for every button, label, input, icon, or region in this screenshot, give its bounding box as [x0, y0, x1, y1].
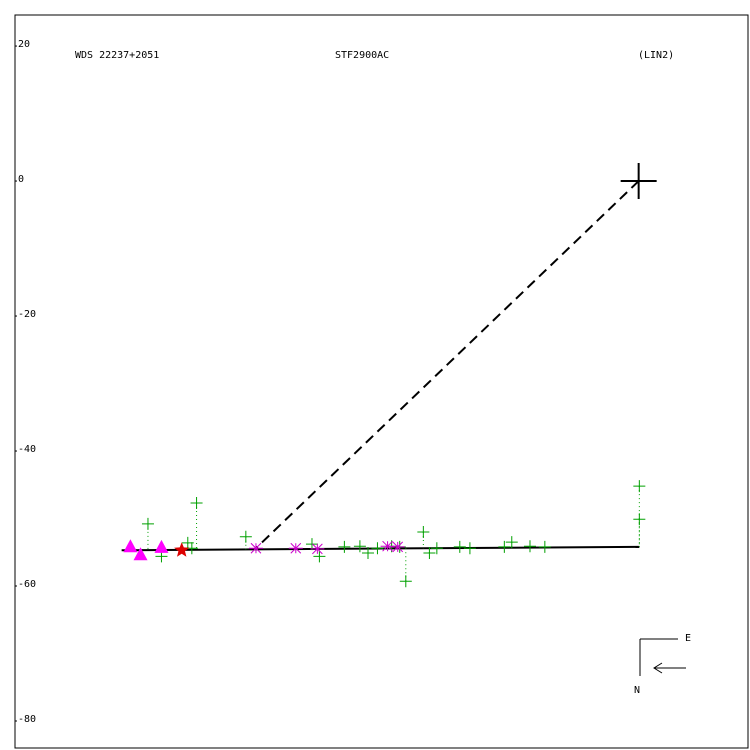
plus-marker — [498, 540, 511, 553]
fit-label: (LIN2) — [638, 50, 674, 61]
prediction-line — [255, 180, 640, 549]
primary-marker — [620, 163, 657, 200]
y-tick-label: -20 — [18, 309, 36, 320]
plus-marker — [190, 496, 203, 509]
triangle-marker — [133, 547, 148, 561]
y-tick-label: 20 — [18, 39, 30, 50]
triangle-marker — [123, 539, 138, 553]
triangle-marker — [154, 539, 169, 553]
data-point — [154, 539, 169, 553]
plus-marker — [633, 480, 646, 493]
plus-marker — [305, 538, 318, 551]
y-tick-label: 0 — [18, 174, 24, 185]
plus-marker — [453, 540, 466, 553]
data-point — [417, 526, 430, 539]
compass-arrow — [653, 662, 663, 674]
data-point — [310, 543, 325, 555]
data-point — [362, 546, 375, 559]
plus-marker — [417, 526, 430, 539]
data-point — [453, 540, 466, 553]
y-tick-label: -60 — [18, 579, 36, 590]
plus-marker — [239, 530, 252, 543]
data-point — [423, 546, 436, 559]
data-point — [463, 542, 476, 555]
data-point — [538, 540, 551, 553]
data-point — [141, 517, 154, 530]
asterisk-marker — [390, 541, 405, 553]
compass-east: E — [685, 633, 691, 644]
data-point — [380, 540, 395, 552]
data-point — [371, 542, 384, 555]
plus-marker — [523, 540, 536, 553]
data-point — [633, 513, 646, 526]
data-point — [353, 540, 366, 553]
data-point — [288, 542, 303, 554]
data-point — [123, 539, 138, 553]
asterisk-marker — [310, 543, 325, 555]
plus-marker — [430, 542, 443, 555]
data-point — [390, 541, 405, 553]
data-point — [399, 575, 412, 588]
star-marker — [174, 542, 190, 557]
plus-marker — [538, 540, 551, 553]
data-point — [174, 542, 190, 557]
plus-marker — [463, 542, 476, 555]
plus-marker — [505, 536, 518, 549]
data-point — [239, 530, 252, 543]
asterisk-marker — [248, 542, 263, 554]
plus-marker — [141, 517, 154, 530]
data-point — [190, 496, 203, 509]
data-point — [620, 163, 657, 200]
data-point — [133, 547, 148, 561]
asterisk-marker — [288, 542, 303, 554]
data-point — [498, 540, 511, 553]
plus-marker — [371, 542, 384, 555]
plus-marker — [362, 546, 375, 559]
y-tick-label: -40 — [18, 444, 36, 455]
data-point — [248, 542, 263, 554]
compass-north: N — [634, 685, 640, 696]
plus-marker — [423, 546, 436, 559]
asterisk-marker — [380, 540, 395, 552]
chart-subtitle: STF2900AC — [335, 50, 389, 61]
y-tick-label: -80 — [18, 714, 36, 725]
plus-marker — [313, 550, 326, 563]
data-point — [430, 542, 443, 555]
chart-title: WDS 22237+2051 — [75, 50, 159, 61]
data-point — [505, 536, 518, 549]
plus-marker — [633, 513, 646, 526]
compass: E N — [634, 633, 691, 696]
plus-marker — [338, 540, 351, 553]
plus-marker — [399, 575, 412, 588]
data-point — [633, 480, 646, 493]
data-point — [338, 540, 351, 553]
plus-marker — [353, 540, 366, 553]
data-point — [313, 550, 326, 563]
data-point — [305, 538, 318, 551]
data-point — [523, 540, 536, 553]
plot-frame — [14, 14, 749, 749]
